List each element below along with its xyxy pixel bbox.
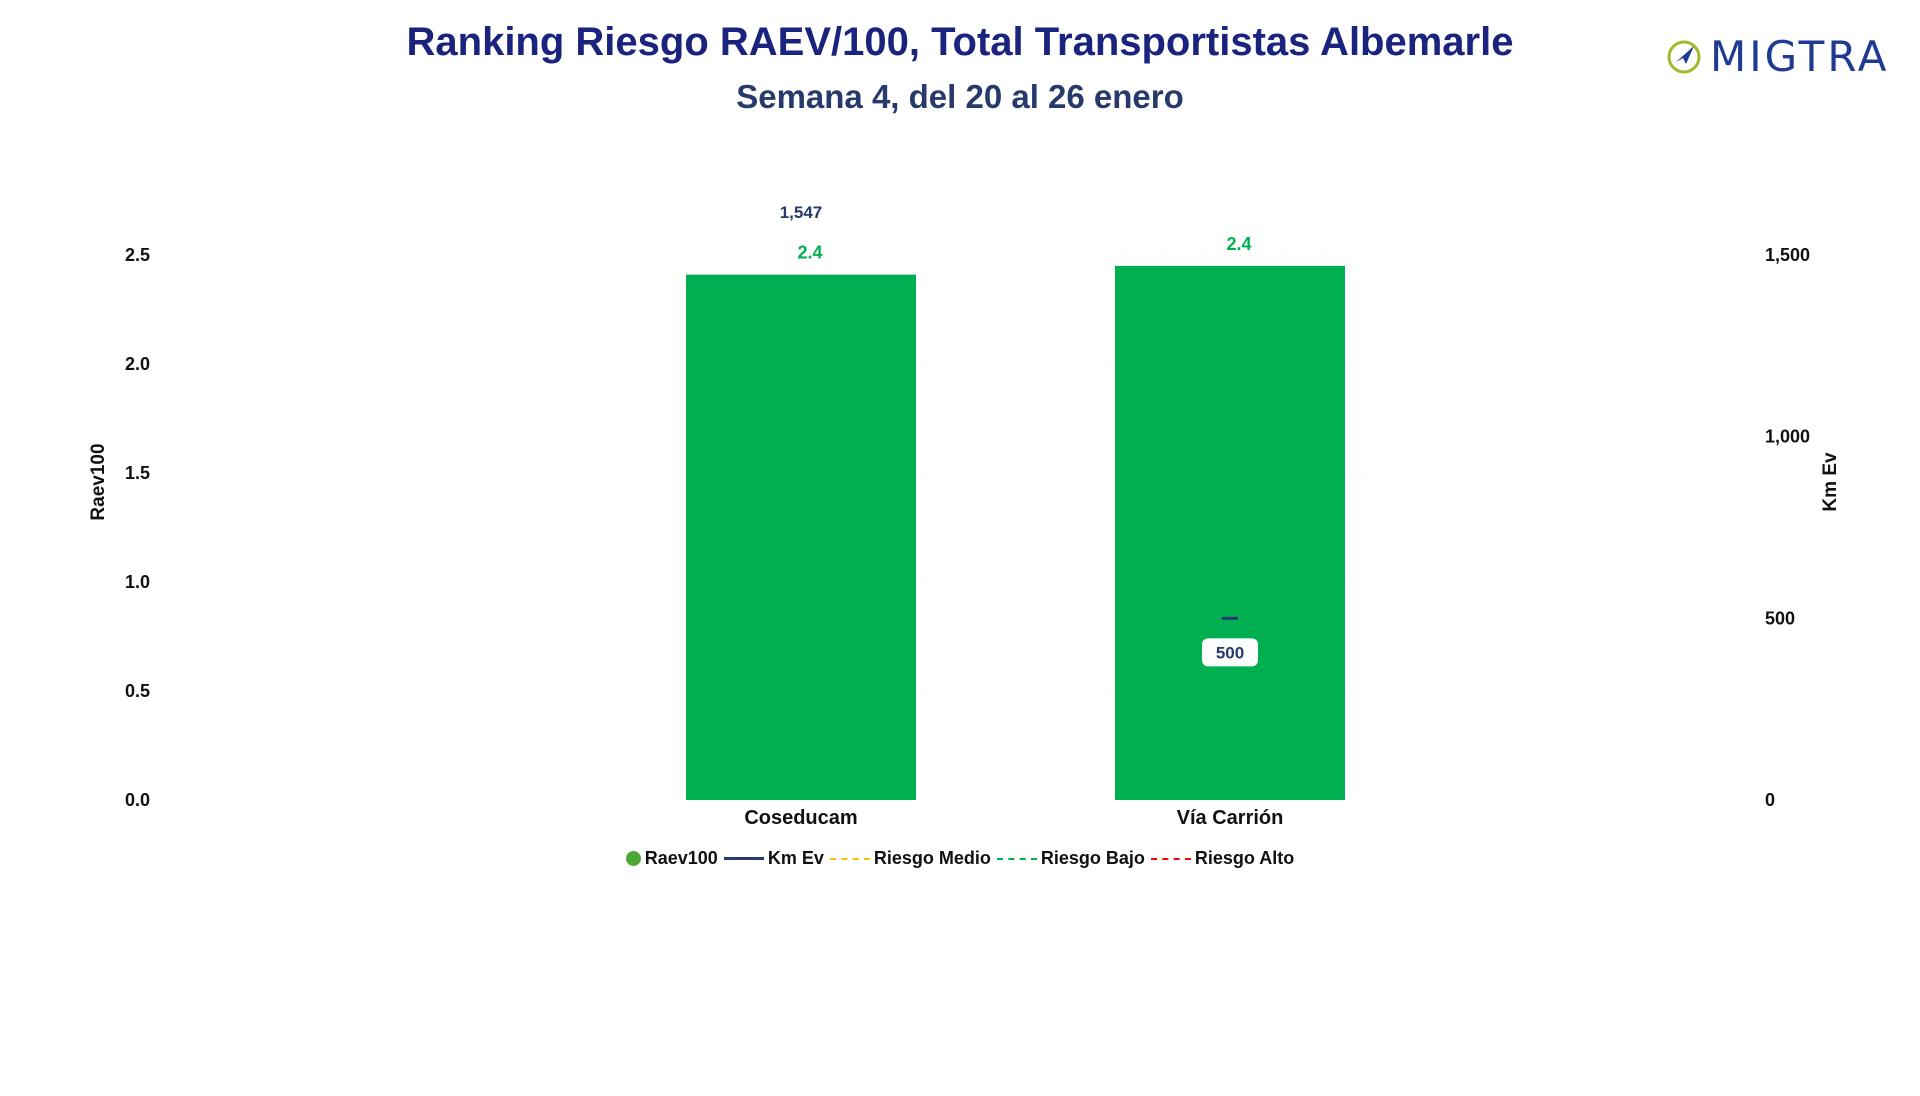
legend-label: Riesgo Alto (1194, 848, 1295, 868)
legend: Raev100 Km Ev Riesgo Medio Riesgo Bajo Riesg… (0, 848, 1920, 869)
legend-item: Riesgo Medio (829, 848, 991, 869)
x-category-label: Vía Carrión (1177, 807, 1284, 829)
y2-tick-label: 0 (1765, 790, 1775, 810)
legend-label: Km Ev (767, 848, 824, 868)
legend-swatch (723, 857, 764, 860)
y2-tick-label: 500 (1765, 608, 1795, 628)
legend-swatch (1150, 857, 1191, 860)
data-labels: 2.4 2.4 1,547 500 (780, 203, 1258, 667)
legend-item: Riesgo Alto (1150, 848, 1295, 869)
y2-tick-label: 1,500 (1765, 245, 1810, 265)
y-tick-label: 0.0 (125, 790, 150, 810)
y-tick-label: 1.5 (125, 463, 150, 483)
km-label-box (1202, 638, 1258, 667)
km-data-label: 500 (1216, 643, 1244, 662)
legend-item: Riesgo Bajo (996, 848, 1145, 869)
bars (686, 265, 1345, 800)
legend-label: Raev100 (644, 848, 718, 868)
legend-label: Riesgo Medio (873, 848, 991, 868)
logo-compass-icon (1667, 40, 1701, 74)
y-tick-label: 2.0 (125, 354, 150, 374)
y-tick-label: 1.0 (125, 572, 150, 592)
axes: 0.0 0.5 1.0 1.5 2.0 2.5 0 500 1,000 1,500 Raev100 K… (88, 245, 1841, 829)
legend-item: Km Ev (723, 848, 824, 869)
legend-swatch (829, 857, 870, 860)
chart-subtitle: Semana 4, del 20 al 26 enero (736, 78, 1184, 115)
legend-label: Riesgo Bajo (1040, 848, 1145, 868)
gridlines (280, 254, 1700, 801)
x-category-label: Coseducam (744, 807, 857, 829)
raev-data-label: 2.4 (1226, 234, 1251, 254)
logo-text: MIGTRA (1710, 32, 1890, 81)
legend-swatch (625, 851, 641, 866)
y-tick-label: 0.5 (125, 681, 150, 701)
y-tick-label: 2.5 (125, 245, 150, 265)
bar-raev100 (686, 274, 916, 800)
km-data-label: 1,547 (780, 203, 823, 222)
y2-tick-label: 1,000 (1765, 427, 1810, 447)
legend-item: Raev100 (625, 848, 718, 869)
migtra-logo: MIGTRA (1664, 32, 1904, 82)
y-axis-title: Raev100 (88, 443, 109, 520)
chart-title: Ranking Riesgo RAEV/100, Total Transport… (406, 20, 1514, 64)
y2-axis-title: Km Ev (1820, 452, 1841, 512)
raev-data-label: 2.4 (797, 243, 822, 263)
bar-raev100 (1115, 265, 1345, 800)
legend-swatch (996, 857, 1037, 860)
